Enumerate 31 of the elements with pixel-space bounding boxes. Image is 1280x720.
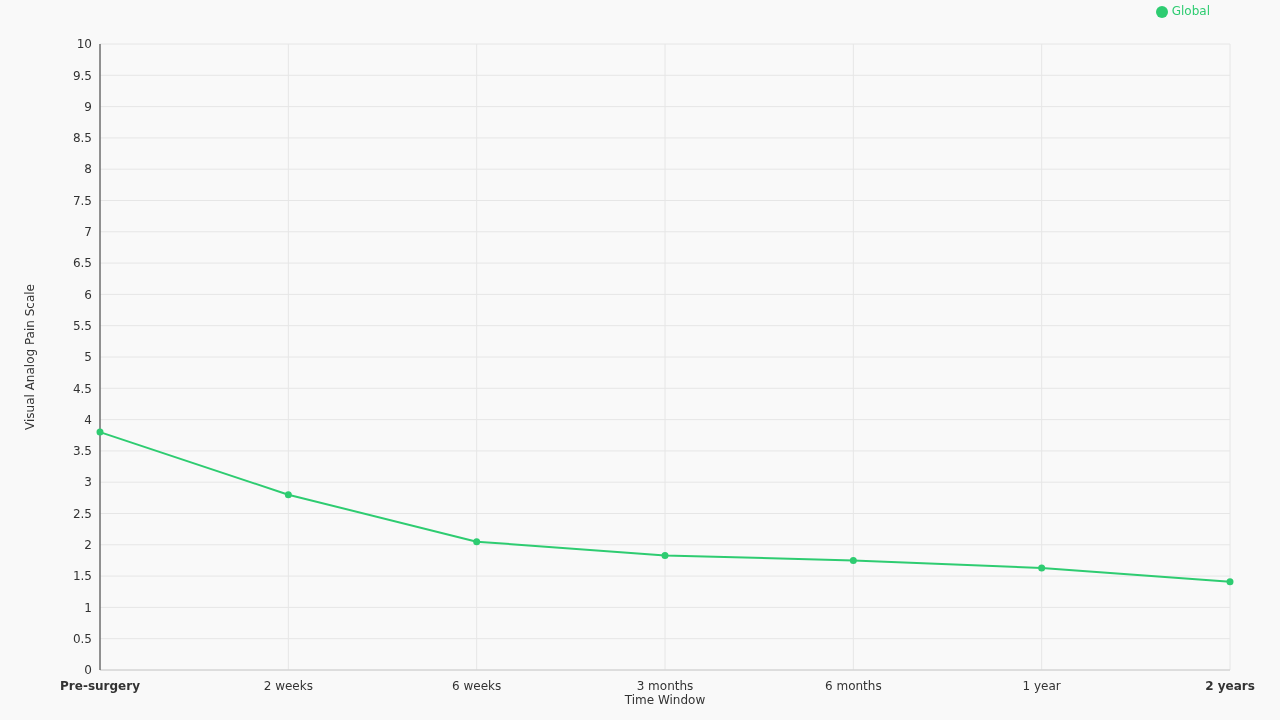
y-tick-label: 7: [84, 225, 92, 240]
y-tick-label: 7.5: [72, 193, 92, 208]
x-tick-label: 3 months: [636, 679, 694, 693]
y-tick-label: 0: [84, 663, 92, 678]
y-tick-label: 6.5: [72, 256, 92, 271]
y-tick-label: 5: [84, 350, 92, 365]
x-tick-label: 6 weeks: [452, 679, 502, 693]
x-tick-label: 2 weeks: [263, 679, 313, 693]
legend-label: Global: [1171, 4, 1210, 18]
x-tick-label: 1 year: [1022, 679, 1061, 693]
y-tick-label: 10: [76, 37, 92, 52]
x-tick-label: 2 years: [1205, 679, 1255, 693]
y-tick-label: 2.5: [72, 506, 92, 521]
y-tick-label: 9: [84, 99, 92, 114]
x-axis-title: Time Window: [623, 693, 706, 707]
y-tick-label: 0.5: [72, 631, 92, 646]
y-tick-label: 6: [84, 287, 92, 302]
y-tick-label: 4: [84, 412, 92, 427]
y-tick-label: 9.5: [72, 68, 92, 83]
y-axis-title: Visual Analog Pain Scale: [23, 283, 38, 431]
y-tick-label: 1: [84, 600, 92, 615]
y-tick-label: 8: [84, 162, 92, 177]
y-tick-label: 2: [84, 538, 92, 553]
x-tick-label: 6 months: [825, 679, 882, 693]
y-tick-label: 3: [84, 475, 92, 490]
y-tick-label: 8.5: [72, 131, 92, 146]
x-tick-label: Pre-surgery: [60, 679, 141, 693]
y-tick-label: 5.5: [72, 318, 92, 333]
y-tick-label: 4.5: [72, 381, 92, 396]
y-tick-label: 1.5: [72, 569, 92, 584]
y-tick-label: 3.5: [72, 444, 92, 459]
